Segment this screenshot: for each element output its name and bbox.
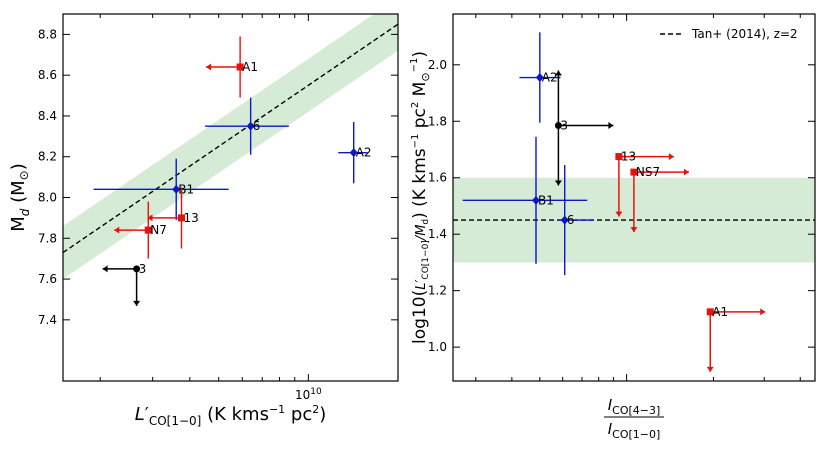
data-point-A1: A1 bbox=[206, 36, 258, 98]
marker-square bbox=[706, 308, 714, 316]
point-label: B1 bbox=[178, 182, 194, 196]
data-point-A1: A1 bbox=[706, 305, 766, 372]
x-limit-arrow-head bbox=[608, 122, 614, 130]
x-limit-arrow-head bbox=[683, 168, 689, 176]
data-point-13: 13 bbox=[615, 150, 674, 217]
data-point-B1: B1 bbox=[462, 136, 588, 264]
y-tick-label: 8.6 bbox=[38, 68, 57, 82]
left-panel: A1 6 A2 B1 13 N7 3 7.4 7.6 7.8 8.0 8.2 8.4 8.6 8.8 1010… bbox=[8, 13, 399, 428]
point-label: A2 bbox=[356, 146, 372, 160]
marker-diamond bbox=[560, 215, 569, 225]
y-tick-label: 8.2 bbox=[38, 150, 57, 164]
x-limit-arrow-head bbox=[760, 308, 766, 316]
point-label: B1 bbox=[538, 193, 554, 207]
data-point-A2: A2 bbox=[519, 32, 561, 123]
y-tick-label: 8.4 bbox=[38, 109, 57, 123]
y-limit-arrow-down-head bbox=[554, 180, 562, 186]
y-tick-label: 7.4 bbox=[38, 313, 57, 327]
marker-square bbox=[236, 63, 244, 71]
x-limit-arrow-head bbox=[147, 214, 153, 222]
point-label: N7 bbox=[150, 223, 167, 237]
x-axis-label-numerator: ICO[4−3] bbox=[608, 396, 661, 417]
marker-diamond bbox=[172, 184, 181, 194]
data-point-3: 3 bbox=[102, 262, 147, 306]
plot-area: A1 6 A2 B1 13 N7 3 bbox=[63, 14, 398, 306]
marker-diamond bbox=[246, 121, 255, 131]
y-limit-arrow-head bbox=[706, 366, 714, 372]
legend-text: Tan+ (2014), z=2 bbox=[691, 27, 798, 41]
marker-square bbox=[178, 214, 186, 222]
marker-circle bbox=[554, 122, 562, 130]
relation-line bbox=[63, 23, 398, 254]
y-axis-label: log10(L′CO[1−0]/Md) (K kms−1 pc2 M⊙−1) bbox=[409, 51, 432, 344]
point-label: 13 bbox=[621, 150, 636, 164]
point-label: A1 bbox=[242, 60, 258, 74]
y-limit-arrow-up-head bbox=[554, 70, 562, 76]
y-tick-label: 1.2 bbox=[428, 284, 447, 298]
y-limit-arrow-head bbox=[630, 227, 638, 233]
y-tick-label: 1.8 bbox=[428, 114, 447, 128]
y-tick-label: 2.0 bbox=[428, 58, 447, 72]
y-tick-label: 7.6 bbox=[38, 272, 57, 286]
x-limit-arrow-head bbox=[668, 153, 674, 161]
marker-circle bbox=[133, 265, 141, 273]
data-point-3: 3 bbox=[554, 70, 614, 186]
data-point-A2: A2 bbox=[338, 122, 372, 184]
marker-square bbox=[144, 226, 152, 234]
y-limit-arrow-head bbox=[133, 300, 141, 306]
marker-diamond bbox=[535, 73, 544, 83]
data-point-13: 13 bbox=[147, 187, 199, 249]
point-label: 3 bbox=[139, 262, 147, 276]
point-label: 6 bbox=[253, 119, 261, 133]
point-label: 6 bbox=[567, 213, 575, 227]
y-tick-label: 7.8 bbox=[38, 231, 57, 245]
x-axis-label: L′CO[1−0] (K kms−1 pc2) bbox=[135, 403, 327, 428]
x-tick-label: 1010 bbox=[295, 387, 322, 402]
point-label: 13 bbox=[184, 211, 199, 225]
y-tick-label: 1.4 bbox=[428, 227, 447, 241]
y-axis-label: Md (M⊙) bbox=[8, 163, 32, 232]
y-limit-arrow-head bbox=[615, 211, 623, 217]
y-tick-label: 8.8 bbox=[38, 27, 57, 41]
x-axis-label-denominator: ICO[1−0] bbox=[608, 420, 661, 441]
point-label: 3 bbox=[560, 119, 568, 133]
data-point-6: 6 bbox=[205, 97, 289, 155]
data-point-NS7: NS7 bbox=[630, 165, 689, 233]
data-point-6: 6 bbox=[558, 165, 594, 276]
y-tick-label: 1.6 bbox=[428, 171, 447, 185]
data-point-N7: N7 bbox=[114, 201, 167, 259]
legend: Tan+ (2014), z=2 bbox=[660, 27, 798, 41]
plot-frame bbox=[452, 13, 816, 382]
point-label: A2 bbox=[542, 71, 558, 85]
marker-diamond bbox=[531, 195, 540, 205]
x-limit-arrow-head bbox=[102, 265, 108, 273]
marker-diamond bbox=[349, 148, 358, 158]
x-limit-arrow-head bbox=[114, 226, 120, 234]
marker-square bbox=[615, 153, 623, 161]
x-limit-arrow-head bbox=[206, 63, 212, 71]
relation-band bbox=[63, 14, 398, 280]
y-tick-label: 8.0 bbox=[38, 191, 57, 205]
y-tick-label: 1.0 bbox=[428, 340, 447, 354]
point-label: NS7 bbox=[636, 165, 660, 179]
marker-square bbox=[630, 168, 638, 176]
point-label: A1 bbox=[712, 305, 728, 319]
